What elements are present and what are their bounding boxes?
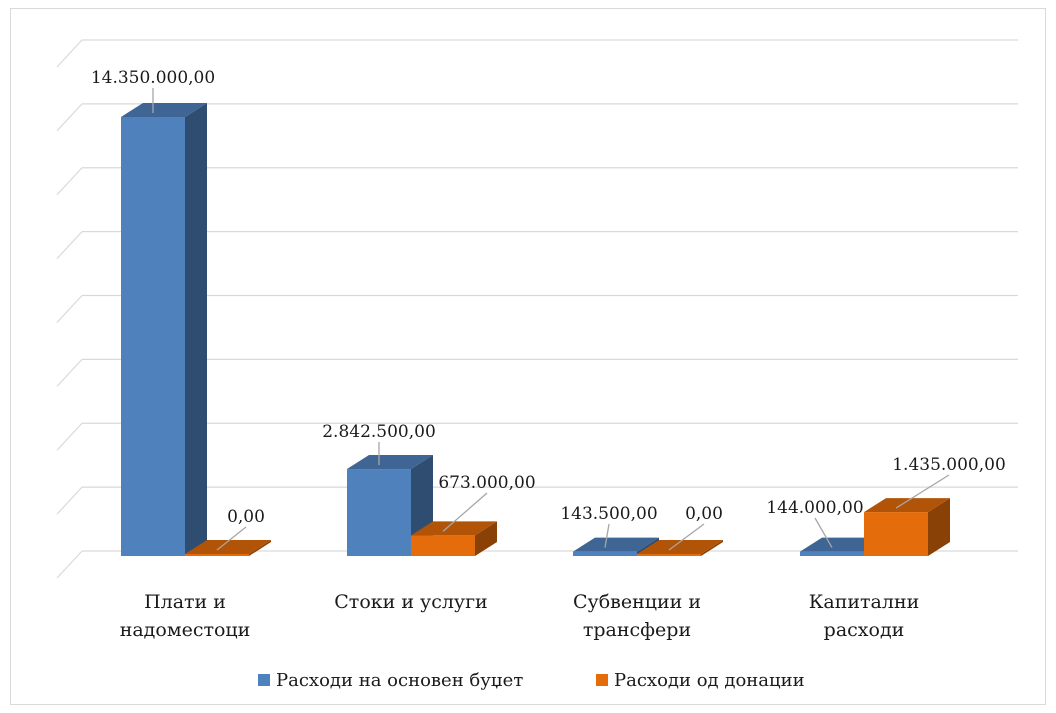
data-label: 144.000,00 — [766, 498, 863, 518]
bar-front — [573, 551, 637, 556]
gridline-slant — [56, 39, 83, 68]
legend-label-donations: Расходи од донации — [614, 670, 805, 691]
data-label: 14.350.000,00 — [91, 68, 215, 88]
bar-donations-3 — [864, 498, 950, 556]
bar-top — [864, 498, 950, 513]
gridline-slant — [56, 422, 83, 451]
bar-donations-1 — [411, 521, 497, 556]
category-label: Капитални — [809, 591, 920, 613]
gridline-slant — [56, 295, 83, 323]
gridline-slant — [56, 103, 83, 132]
data-label: 143.500,00 — [560, 504, 657, 524]
bar-side — [185, 103, 207, 556]
legend: Расходи на основен буџет Расходи од дона… — [258, 670, 805, 691]
bar-top — [637, 540, 723, 554]
bar-main-budget-0 — [121, 103, 207, 556]
leader-line — [668, 523, 705, 551]
data-label: 0,00 — [227, 507, 265, 527]
bar-side — [701, 540, 723, 556]
leader-line — [604, 523, 610, 548]
legend-swatch-main-budget — [258, 674, 270, 686]
gridline-slant — [56, 486, 83, 515]
legend-label-main-budget: Расходи на основен буџет — [276, 670, 523, 691]
data-label: 1.435.000,00 — [892, 455, 1006, 475]
category-label: трансфери — [583, 619, 691, 641]
bar-front — [864, 512, 928, 556]
bar-front — [637, 554, 701, 556]
leader-line — [442, 492, 488, 532]
category-labels: Плати и надоместоци Стоки и услуги Субвенци… — [120, 591, 920, 641]
gridline-slant — [56, 231, 83, 260]
gridline-slant — [56, 550, 83, 579]
bar-side — [249, 540, 271, 556]
bar-front — [800, 551, 864, 556]
bar-top — [573, 537, 659, 552]
bar-top — [411, 521, 497, 536]
category-label: надоместоци — [120, 619, 251, 641]
category-label: расходи — [824, 619, 905, 641]
data-label: 673.000,00 — [438, 473, 535, 493]
bar-donations-2 — [637, 540, 723, 556]
bar-top — [347, 455, 433, 470]
data-label: 0,00 — [685, 504, 723, 524]
bar-front — [411, 535, 475, 556]
bar-front — [347, 469, 411, 556]
bar-top — [185, 540, 271, 554]
gridline-slant — [56, 167, 83, 196]
bar-front — [121, 117, 185, 556]
leader-line — [895, 474, 950, 509]
bar-top — [121, 103, 207, 117]
bar-side — [475, 521, 497, 556]
gridline-slant — [56, 358, 83, 387]
bar-front — [185, 554, 249, 556]
leader-line — [216, 526, 247, 551]
category-label: Плати и — [144, 591, 226, 613]
category-label: Стоки и услуги — [334, 591, 487, 613]
legend-swatch-donations — [596, 674, 608, 686]
data-labels: 14.350.000,00 0,00 2.842.500,00 673.000,00 1… — [91, 68, 1006, 551]
chart-frame — [10, 8, 1046, 705]
category-label: Субвенции и — [573, 591, 701, 613]
data-label: 2.842.500,00 — [322, 422, 436, 442]
bar-side — [928, 498, 950, 556]
bars — [121, 103, 950, 556]
leader-line — [814, 517, 833, 548]
bar-donations-0 — [185, 540, 271, 556]
